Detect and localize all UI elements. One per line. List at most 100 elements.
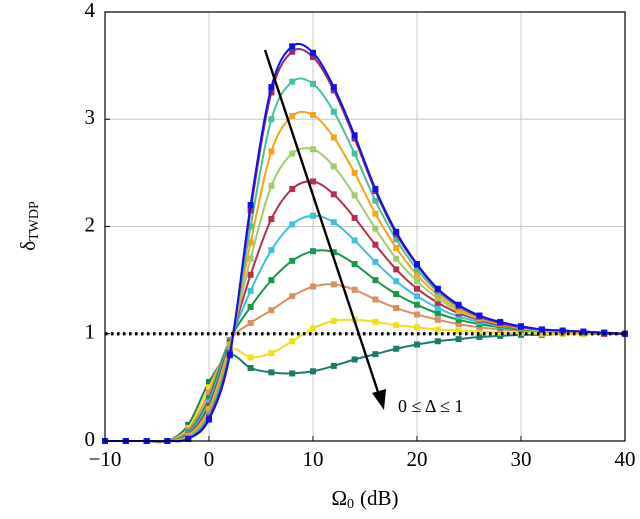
point-marker bbox=[434, 285, 441, 292]
x-tick-label: 30 bbox=[511, 447, 532, 471]
point-marker bbox=[414, 311, 420, 318]
series-line bbox=[105, 180, 626, 443]
point-marker bbox=[372, 351, 379, 358]
y-label-main: δ bbox=[16, 241, 40, 251]
x-label-unit: (dB) bbox=[360, 486, 399, 510]
series-line bbox=[105, 318, 625, 443]
series-line bbox=[105, 214, 626, 443]
y-tick-label: 0 bbox=[85, 427, 96, 451]
y-tick-label: 3 bbox=[85, 105, 96, 129]
y-tick-label: 2 bbox=[85, 212, 96, 236]
point-marker bbox=[330, 163, 337, 170]
point-marker bbox=[434, 299, 441, 306]
arrow-head bbox=[372, 389, 386, 410]
point-marker bbox=[414, 301, 420, 308]
point-marker bbox=[455, 327, 462, 334]
point-marker bbox=[351, 192, 358, 199]
point-marker bbox=[497, 329, 504, 336]
point-marker bbox=[310, 80, 316, 87]
point-marker bbox=[289, 221, 296, 228]
point-marker bbox=[393, 322, 400, 329]
x-tick-label: −10 bbox=[89, 447, 122, 471]
series-line bbox=[105, 283, 626, 443]
point-marker bbox=[434, 326, 441, 333]
point-marker bbox=[247, 303, 254, 310]
point-marker bbox=[372, 225, 379, 232]
point-marker bbox=[289, 257, 296, 264]
point-marker bbox=[268, 307, 275, 314]
point-marker bbox=[206, 379, 212, 386]
point-marker bbox=[393, 228, 400, 235]
point-marker bbox=[268, 350, 275, 357]
point-marker bbox=[414, 278, 420, 285]
point-marker bbox=[268, 89, 275, 96]
point-marker bbox=[414, 266, 420, 273]
point-marker bbox=[434, 310, 441, 317]
y-axis-label: δTWDP bbox=[16, 201, 42, 251]
point-marker bbox=[206, 384, 212, 391]
point-marker bbox=[455, 321, 462, 328]
point-marker bbox=[310, 146, 316, 153]
point-marker bbox=[330, 281, 337, 288]
point-marker bbox=[310, 111, 316, 118]
point-marker bbox=[330, 134, 337, 141]
point-marker bbox=[289, 78, 296, 85]
annotation: 0 ≤ Δ ≤ 1 bbox=[398, 396, 463, 416]
x-tick-label: 10 bbox=[303, 447, 324, 471]
series-line bbox=[105, 77, 626, 443]
point-marker bbox=[206, 407, 212, 414]
point-marker bbox=[372, 318, 379, 325]
point-marker bbox=[330, 219, 337, 226]
plot-lines bbox=[102, 42, 628, 444]
point-marker bbox=[206, 389, 212, 396]
point-marker bbox=[351, 214, 358, 221]
point-marker bbox=[455, 336, 462, 343]
point-marker bbox=[289, 150, 296, 157]
point-marker bbox=[268, 277, 275, 284]
point-marker bbox=[206, 411, 212, 418]
point-marker bbox=[310, 325, 316, 332]
point-marker bbox=[351, 261, 358, 268]
point-marker bbox=[351, 132, 358, 139]
point-marker bbox=[330, 84, 337, 91]
point-marker bbox=[268, 369, 275, 376]
point-marker bbox=[476, 333, 483, 340]
point-marker bbox=[434, 292, 441, 299]
grid bbox=[104, 11, 626, 442]
point-marker bbox=[455, 316, 462, 323]
point-marker bbox=[518, 323, 524, 330]
point-marker bbox=[497, 332, 504, 339]
point-marker bbox=[372, 185, 379, 192]
point-marker bbox=[247, 287, 254, 294]
point-marker bbox=[247, 239, 254, 246]
point-marker bbox=[580, 328, 587, 335]
point-marker bbox=[351, 286, 358, 293]
point-marker bbox=[455, 301, 462, 308]
point-marker bbox=[351, 356, 358, 363]
y-tick-label: 1 bbox=[85, 320, 96, 344]
series-line bbox=[105, 42, 626, 443]
point-marker bbox=[247, 202, 254, 209]
point-marker bbox=[538, 326, 545, 333]
x-tick-label: 0 bbox=[204, 447, 215, 471]
point-marker bbox=[185, 435, 192, 442]
point-marker bbox=[268, 215, 275, 222]
point-marker bbox=[289, 370, 296, 377]
point-marker bbox=[247, 271, 254, 278]
point-marker bbox=[310, 368, 316, 375]
point-marker bbox=[414, 271, 420, 278]
point-marker bbox=[455, 313, 462, 320]
point-marker bbox=[351, 150, 358, 157]
y-label-sub: TWDP bbox=[27, 201, 42, 241]
point-marker bbox=[393, 305, 400, 312]
point-marker bbox=[310, 54, 316, 61]
point-marker bbox=[289, 293, 296, 300]
point-marker bbox=[289, 43, 296, 50]
x-label-sub: 0 bbox=[347, 497, 354, 512]
point-marker bbox=[414, 324, 420, 331]
point-marker bbox=[310, 49, 316, 56]
point-marker bbox=[247, 223, 254, 230]
point-marker bbox=[289, 48, 296, 55]
point-marker bbox=[268, 247, 275, 254]
